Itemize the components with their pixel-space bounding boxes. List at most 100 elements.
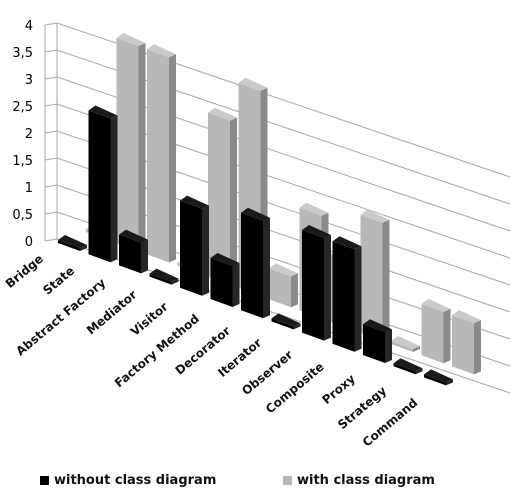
bar-top-face xyxy=(208,107,237,121)
bar-top-face xyxy=(210,252,240,266)
bar-front-face xyxy=(147,49,169,263)
bar-side-face xyxy=(413,346,420,352)
bar-side-face xyxy=(385,329,392,363)
bar-with-class-diagram-state xyxy=(116,33,146,252)
bar-side-face xyxy=(202,205,209,296)
bar-top-face xyxy=(119,229,148,243)
x-tick-label-visitor: Visitor xyxy=(128,300,171,339)
bar-side-face xyxy=(446,379,453,386)
bar-without-class-diagram-iterator xyxy=(271,313,301,330)
bar-front-face xyxy=(116,38,139,252)
bar-front-face xyxy=(393,363,416,375)
y-tick-label: 1 xyxy=(25,181,33,196)
bar-side-face xyxy=(263,217,270,319)
bar-front-face xyxy=(269,268,291,308)
bar-side-face xyxy=(110,115,118,263)
y-tick-label: 0,5 xyxy=(12,208,33,223)
legend-item-with: with class diagram xyxy=(283,473,435,488)
gridlines xyxy=(44,22,511,394)
bar-top-face xyxy=(88,105,118,119)
bar-with-class-diagram-abstract-factory xyxy=(147,44,176,263)
bar-without-class-diagram-abstract-factory xyxy=(119,229,148,274)
bar-side-face xyxy=(230,117,237,285)
bar-front-face xyxy=(241,212,263,319)
x-tick-label-state: State xyxy=(40,264,77,298)
bar-top-face xyxy=(180,195,209,209)
bar-side-face xyxy=(382,219,390,341)
legend-label-without: without class diagram xyxy=(54,473,217,488)
bar-front-face xyxy=(421,303,444,364)
bar-side-face xyxy=(443,308,451,364)
bar-side-face xyxy=(171,278,179,285)
y-tick-label: 2 xyxy=(25,127,33,142)
bar-top-face xyxy=(149,268,179,282)
y-tick-label: 4 xyxy=(25,19,33,34)
x-tick-label-proxy: Proxy xyxy=(319,371,358,407)
bar-top-face xyxy=(421,298,451,312)
y-tick-label: 3,5 xyxy=(12,46,33,61)
bar-side-face xyxy=(415,368,423,375)
bar-without-class-diagram-strategy xyxy=(393,358,423,375)
bar-side-face xyxy=(354,246,362,352)
bar-without-class-diagram-observer xyxy=(302,225,331,341)
bar-side-face xyxy=(324,235,331,341)
bar-without-class-diagram-command xyxy=(424,369,453,386)
bar-without-class-diagram-state xyxy=(88,105,118,263)
x-tick-label-bridge: Bridge xyxy=(3,252,46,291)
bar-side-face xyxy=(80,245,87,251)
bar-top-face xyxy=(424,369,453,383)
bar-without-class-diagram-mediator xyxy=(149,268,179,285)
bar-front-face xyxy=(88,110,111,263)
bar-top-face xyxy=(116,33,146,46)
bar-front-face xyxy=(180,200,202,296)
bar-top-face xyxy=(241,207,270,221)
bar-with-class-diagram-composite xyxy=(360,209,390,341)
y-axis-ticks: 0 0,5 1 1,5 2 2,5 3 3,5 4 xyxy=(12,19,33,250)
bar-front-face xyxy=(391,341,413,352)
bar-top-face xyxy=(360,209,390,223)
bar-front-face xyxy=(424,374,446,386)
bar-front-face xyxy=(58,240,80,251)
bar-side-face xyxy=(474,320,481,375)
bar-top-face xyxy=(332,236,362,250)
bar-side-face xyxy=(169,54,176,263)
bar-side-face xyxy=(291,273,298,308)
bar-front-face xyxy=(149,273,172,285)
bar-top-face xyxy=(271,313,301,327)
bar-with-class-diagram-command xyxy=(452,310,481,375)
bar-without-class-diagram-bridge xyxy=(58,235,87,251)
y-tick-label: 0 xyxy=(25,235,33,250)
y-tick-label: 1,5 xyxy=(12,154,33,169)
legend-swatch-without xyxy=(40,476,49,485)
y-tick-label: 3 xyxy=(25,73,33,88)
bar-with-class-diagram-strategy xyxy=(421,298,451,364)
bar-top-face xyxy=(238,77,268,91)
bar-side-face xyxy=(141,239,148,274)
bar-side-face xyxy=(232,262,240,307)
bar-with-class-diagram-visitor xyxy=(208,107,237,285)
bar-without-class-diagram-proxy xyxy=(363,319,392,363)
bar-top-face xyxy=(302,225,331,238)
bar-front-face xyxy=(210,257,233,307)
bar-top-face xyxy=(299,202,329,216)
bar-with-class-diagram-decorator xyxy=(269,263,298,308)
bar-without-class-diagram-factory-method xyxy=(210,252,240,307)
bar-front-face xyxy=(360,214,383,341)
bar-front-face xyxy=(302,230,324,341)
bar-front-face xyxy=(271,318,294,330)
y-tick-label: 2,5 xyxy=(12,100,33,115)
bar-top-face xyxy=(393,358,423,372)
bar-top-face xyxy=(391,336,420,349)
bar-without-class-diagram-visitor xyxy=(180,195,209,296)
legend-item-without: without class diagram xyxy=(40,473,216,488)
bar-with-class-diagram-proxy xyxy=(391,336,420,352)
bar-side-face xyxy=(293,323,301,330)
legend: without class diagram with class diagram xyxy=(0,473,511,495)
bar-top-face xyxy=(452,310,481,324)
bar-without-class-diagram-decorator xyxy=(241,207,270,319)
bars xyxy=(58,33,481,386)
bar-front-face xyxy=(452,315,474,375)
bar-front-face xyxy=(119,234,141,274)
bar-side-face xyxy=(138,43,146,252)
